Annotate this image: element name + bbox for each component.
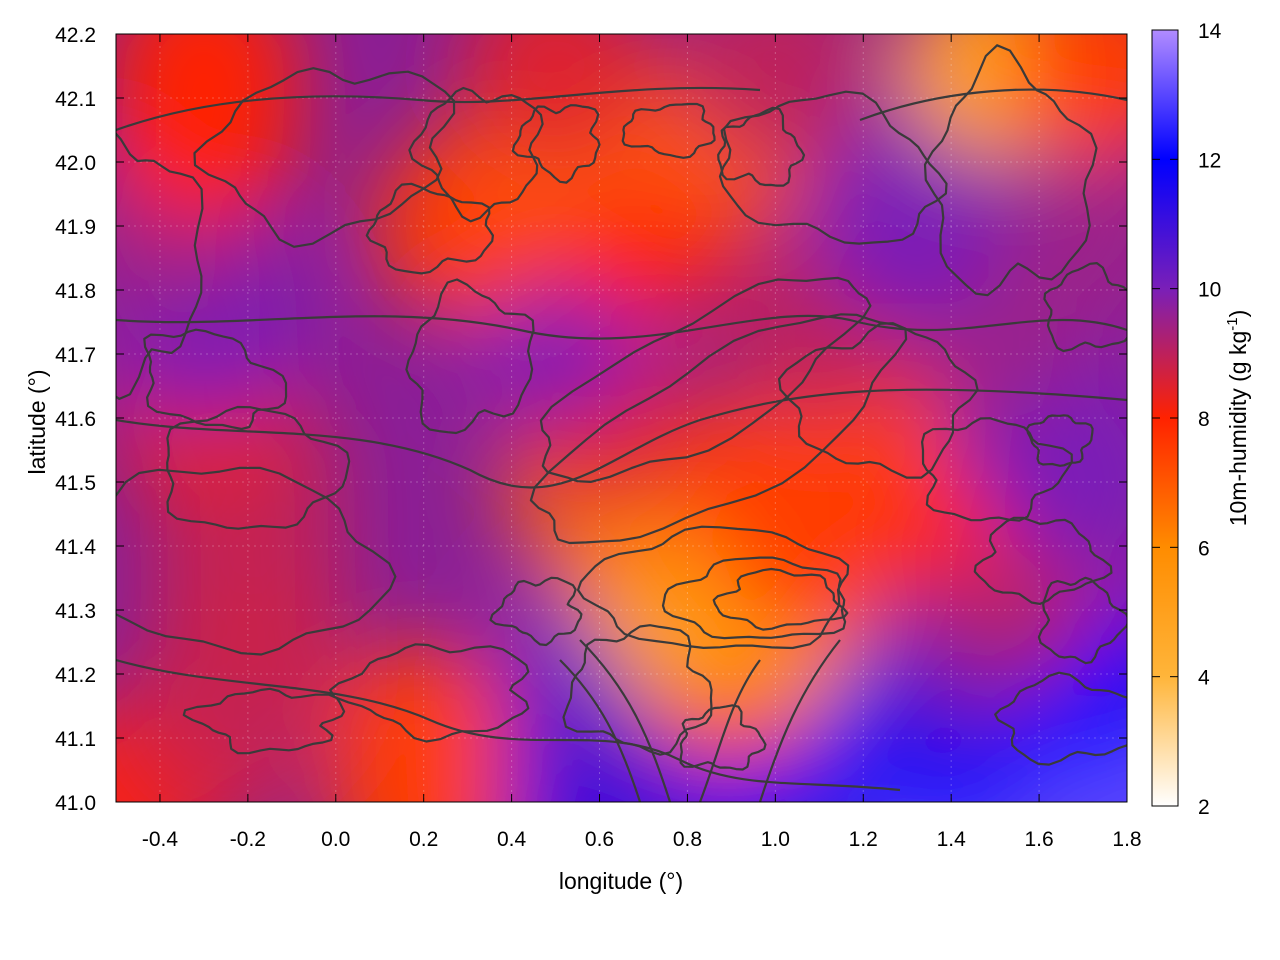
contour-line — [579, 639, 672, 802]
x-axis-label: longitude (°) — [559, 868, 683, 894]
contour-line — [718, 90, 948, 245]
y-tick-label: 41.6 — [55, 408, 96, 431]
y-axis-label: latitude (°) — [24, 369, 50, 474]
contour-line — [712, 567, 849, 631]
colorbar-ticks: 2 4 6 8 10 12 14 — [1152, 20, 1222, 819]
contour-line — [758, 639, 841, 802]
colorbar-tick-label: 10 — [1198, 279, 1221, 302]
y-tick-label: 41.9 — [55, 216, 96, 239]
y-tick-label: 41.8 — [55, 280, 96, 303]
contour-line — [511, 104, 601, 184]
colorbar-tick-label: 14 — [1198, 20, 1222, 43]
colorbar-tick-label: 12 — [1198, 149, 1221, 172]
terrain-contours — [116, 44, 1127, 802]
colorbar-tick-label: 2 — [1198, 796, 1210, 819]
contour-line — [698, 659, 761, 802]
x-tick-label: 1.0 — [761, 828, 790, 851]
x-tick-label: 0.2 — [409, 828, 438, 851]
contour-line — [973, 516, 1113, 605]
contour-line — [193, 67, 456, 248]
y-axis-ticks: 41.0 41.1 41.2 41.3 41.4 41.5 41.6 41.7 41.8 41.9… — [55, 24, 1127, 815]
contour-line — [489, 576, 583, 647]
contour-line — [116, 466, 397, 656]
x-tick-label: 1.6 — [1024, 828, 1053, 851]
x-tick-label: -0.2 — [230, 828, 266, 851]
colorbar-tick-label: 6 — [1198, 537, 1210, 560]
humidity-sample — [328, 643, 519, 802]
contour-line — [116, 388, 1127, 489]
contour-line — [529, 313, 908, 545]
contour-line — [621, 102, 716, 159]
x-tick-label: 1.4 — [937, 828, 967, 851]
colorbar-tick-label: 8 — [1198, 408, 1210, 431]
contour-line — [994, 671, 1127, 766]
contour-line — [661, 556, 847, 640]
contour-line — [166, 405, 351, 530]
x-tick-label: 1.8 — [1112, 828, 1141, 851]
y-tick-label: 41.7 — [55, 344, 96, 367]
y-tick-label: 41.0 — [55, 792, 96, 815]
contour-line — [921, 417, 1073, 522]
x-tick-label: -0.4 — [142, 828, 179, 851]
contour-line — [562, 624, 713, 756]
contour-line — [143, 328, 288, 431]
colorbar-label: 10m-humidity (g kg-1) — [1224, 310, 1251, 527]
contour-line — [559, 659, 642, 802]
x-tick-label: 0.6 — [585, 828, 614, 851]
y-tick-label: 41.3 — [55, 600, 96, 623]
contour-line — [923, 44, 1098, 297]
x-tick-label: 0.4 — [497, 828, 527, 851]
contour-line — [1025, 414, 1094, 467]
contour-line — [365, 182, 494, 275]
contour-line — [576, 525, 850, 650]
y-tick-label: 42.0 — [55, 152, 96, 175]
y-tick-label: 41.2 — [55, 664, 96, 687]
y-tick-label: 42.1 — [55, 88, 96, 111]
contour-line — [329, 643, 530, 743]
contour-line — [1043, 262, 1127, 353]
humidity-sample — [116, 34, 299, 161]
contour-line — [859, 88, 1127, 122]
y-tick-label: 42.2 — [55, 24, 96, 47]
contour-line — [116, 314, 1127, 340]
colorbar-tick-label: 4 — [1198, 667, 1210, 690]
contour-line — [182, 687, 346, 755]
humidity-sample — [680, 34, 871, 161]
y-tick-label: 41.1 — [55, 728, 96, 751]
contour-line — [679, 704, 767, 771]
humidity-sample — [1010, 34, 1127, 161]
y-tick-label: 41.5 — [55, 472, 96, 495]
contour-line — [116, 132, 204, 400]
x-tick-label: 1.2 — [849, 828, 878, 851]
heatmap-field — [116, 34, 1127, 802]
contour-line — [408, 86, 544, 223]
x-axis-ticks: -0.4 -0.2 0.0 0.2 0.4 0.6 0.8 1.0 1.2 1.4 1.6 1.8 — [142, 34, 1142, 851]
contour-line — [539, 276, 872, 483]
x-tick-label: 0.0 — [321, 828, 350, 851]
contour-line — [1037, 576, 1127, 665]
x-tick-label: 0.8 — [673, 828, 702, 851]
contour-line — [116, 86, 761, 132]
y-tick-label: 41.4 — [55, 536, 96, 559]
contour-line — [405, 278, 535, 435]
contour-line — [717, 106, 806, 187]
